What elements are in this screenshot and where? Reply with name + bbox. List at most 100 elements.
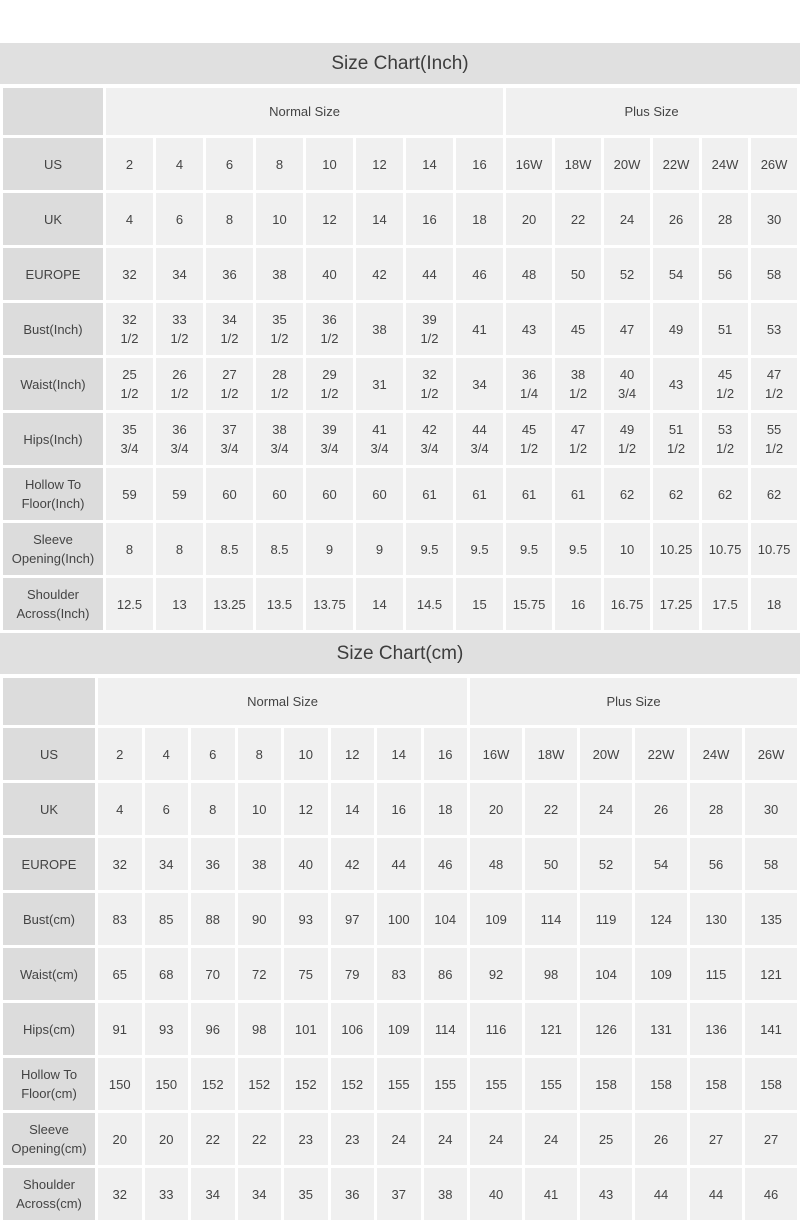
size-value-cell: 158 [635, 1058, 688, 1110]
size-value-cell: 20W [580, 728, 633, 780]
size-value-cell: 35 3/4 [106, 413, 153, 465]
size-chart-cm-title: Size Chart(cm) [0, 633, 800, 674]
size-value-cell: 22 [555, 193, 602, 245]
size-value-cell: 79 [330, 948, 374, 1000]
size-value-cell: 13 [156, 578, 203, 630]
size-row: US 2 4 6 8 10 12 14 16 16W 18W 20W 22W 24W 26W [3, 728, 798, 780]
size-value-cell: 9.5 [456, 523, 504, 575]
size-value-cell: 29 1/2 [306, 358, 353, 410]
size-value-cell: 150 [144, 1058, 188, 1110]
group-header-plus-size: Plus Size [506, 88, 798, 135]
size-value-cell: 141 [745, 1003, 798, 1055]
size-value-cell: 53 [751, 303, 798, 355]
size-value-cell: 38 [356, 303, 403, 355]
size-value-cell: 18 [423, 783, 468, 835]
size-value-cell: 46 [423, 838, 468, 890]
size-value-cell: 10 [256, 193, 303, 245]
size-value-cell: 34 [191, 1168, 235, 1220]
size-value-cell: 60 [356, 468, 403, 520]
size-value-cell: 54 [653, 248, 700, 300]
size-value-cell: 4 [106, 193, 153, 245]
size-value-cell: 39 3/4 [306, 413, 353, 465]
size-value-cell: 35 1/2 [256, 303, 303, 355]
size-value-cell: 41 3/4 [356, 413, 403, 465]
size-value-cell: 86 [423, 948, 468, 1000]
size-value-cell: 14 [356, 578, 403, 630]
row-header-cell: Hips(Inch) [3, 413, 103, 465]
size-value-cell: 22W [635, 728, 688, 780]
size-row: Hips(cm) 91 93 96 98 101 106 109 114 116 121 126 131… [3, 1003, 798, 1055]
size-value-cell: 121 [745, 948, 798, 1000]
size-value-cell: 106 [330, 1003, 374, 1055]
size-value-cell: 98 [237, 1003, 281, 1055]
size-value-cell: 44 [690, 1168, 743, 1220]
row-header-cell: EUROPE [3, 838, 95, 890]
size-value-cell: 47 [604, 303, 651, 355]
size-value-cell: 18 [751, 578, 798, 630]
size-value-cell: 26W [751, 138, 798, 190]
size-value-cell: 23 [330, 1113, 374, 1165]
size-value-cell: 52 [580, 838, 633, 890]
size-value-cell: 6 [144, 783, 188, 835]
size-value-cell: 12.5 [106, 578, 153, 630]
size-value-cell: 56 [690, 838, 743, 890]
size-value-cell: 12 [330, 728, 374, 780]
size-value-cell: 13.75 [306, 578, 353, 630]
size-value-cell: 26W [745, 728, 798, 780]
size-value-cell: 155 [525, 1058, 578, 1110]
size-value-cell: 10 [237, 783, 281, 835]
size-value-cell: 13.25 [206, 578, 253, 630]
size-value-cell: 9 [306, 523, 353, 575]
size-value-cell: 36 [206, 248, 253, 300]
size-value-cell: 32 [98, 838, 142, 890]
size-value-cell: 32 1/2 [406, 358, 453, 410]
size-value-cell: 47 1/2 [555, 413, 602, 465]
size-value-cell: 135 [745, 893, 798, 945]
size-value-cell: 6 [191, 728, 235, 780]
size-value-cell: 85 [144, 893, 188, 945]
size-value-cell: 14 [406, 138, 453, 190]
size-value-cell: 62 [604, 468, 651, 520]
size-value-cell: 124 [635, 893, 688, 945]
size-value-cell: 9.5 [506, 523, 553, 575]
size-value-cell: 152 [284, 1058, 328, 1110]
size-value-cell: 16W [506, 138, 553, 190]
size-value-cell: 26 1/2 [156, 358, 203, 410]
size-value-cell: 10.25 [653, 523, 700, 575]
size-value-cell: 150 [98, 1058, 142, 1110]
row-header-cell: Bust(cm) [3, 893, 95, 945]
size-value-cell: 38 1/2 [555, 358, 602, 410]
size-value-cell: 34 [237, 1168, 281, 1220]
size-value-cell: 155 [377, 1058, 421, 1110]
size-value-cell: 44 [635, 1168, 688, 1220]
size-value-cell: 24 [423, 1113, 468, 1165]
size-value-cell: 6 [206, 138, 253, 190]
size-value-cell: 65 [98, 948, 142, 1000]
size-value-cell: 8 [206, 193, 253, 245]
size-value-cell: 93 [284, 893, 328, 945]
size-value-cell: 18W [555, 138, 602, 190]
size-value-cell: 41 [456, 303, 504, 355]
size-value-cell: 72 [237, 948, 281, 1000]
size-value-cell: 26 [635, 783, 688, 835]
size-value-cell: 38 [256, 248, 303, 300]
size-value-cell: 34 [144, 838, 188, 890]
size-value-cell: 46 [456, 248, 504, 300]
size-value-cell: 22 [525, 783, 578, 835]
size-value-cell: 4 [98, 783, 142, 835]
size-value-cell: 45 1/2 [702, 358, 749, 410]
size-value-cell: 35 [284, 1168, 328, 1220]
size-value-cell: 20W [604, 138, 651, 190]
size-value-cell: 8.5 [206, 523, 253, 575]
row-header-cell: Hollow To Floor(cm) [3, 1058, 95, 1110]
size-value-cell: 43 [653, 358, 700, 410]
size-value-cell: 42 [330, 838, 374, 890]
size-value-cell: 109 [377, 1003, 421, 1055]
size-value-cell: 59 [106, 468, 153, 520]
size-value-cell: 34 [456, 358, 504, 410]
size-value-cell: 119 [580, 893, 633, 945]
row-header-cell: US [3, 728, 95, 780]
size-value-cell: 101 [284, 1003, 328, 1055]
size-value-cell: 36 1/2 [306, 303, 353, 355]
size-value-cell: 152 [191, 1058, 235, 1110]
